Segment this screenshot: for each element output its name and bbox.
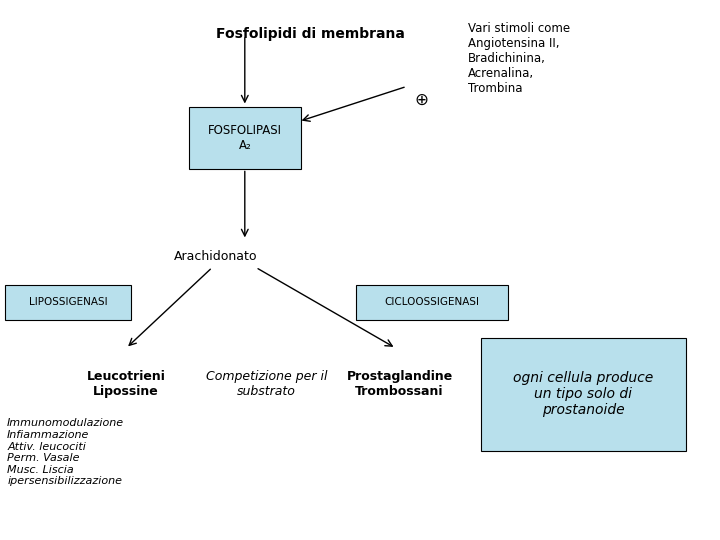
FancyBboxPatch shape bbox=[356, 285, 508, 320]
Text: ⊕: ⊕ bbox=[414, 91, 428, 109]
Text: Prostaglandine
Trombossani: Prostaglandine Trombossani bbox=[346, 370, 453, 398]
Text: Leucotrieni
Lipossine: Leucotrieni Lipossine bbox=[86, 370, 166, 398]
FancyBboxPatch shape bbox=[189, 106, 301, 168]
FancyBboxPatch shape bbox=[6, 285, 132, 320]
Text: Arachidonato: Arachidonato bbox=[174, 250, 258, 263]
Text: Vari stimoli come
Angiotensina II,
Bradichinina,
Acrenalina,
Trombina: Vari stimoli come Angiotensina II, Bradi… bbox=[468, 22, 570, 94]
Text: Competizione per il
substrato: Competizione per il substrato bbox=[206, 370, 327, 398]
Text: CICLOOSSIGENASI: CICLOOSSIGENASI bbox=[384, 298, 480, 307]
Text: ogni cellula produce
un tipo solo di
prostanoide: ogni cellula produce un tipo solo di pro… bbox=[513, 371, 653, 417]
Text: Fosfolipidi di membrana: Fosfolipidi di membrana bbox=[216, 27, 405, 41]
Text: LIPOSSIGENASI: LIPOSSIGENASI bbox=[29, 298, 108, 307]
FancyBboxPatch shape bbox=[481, 338, 686, 451]
Text: Immunomodulazione
Infiammazione
Attiv. leucociti
Perm. Vasale
Musc. Liscia
ipers: Immunomodulazione Infiammazione Attiv. l… bbox=[7, 418, 125, 487]
Text: FOSFOLIPASI
A₂: FOSFOLIPASI A₂ bbox=[208, 124, 282, 152]
